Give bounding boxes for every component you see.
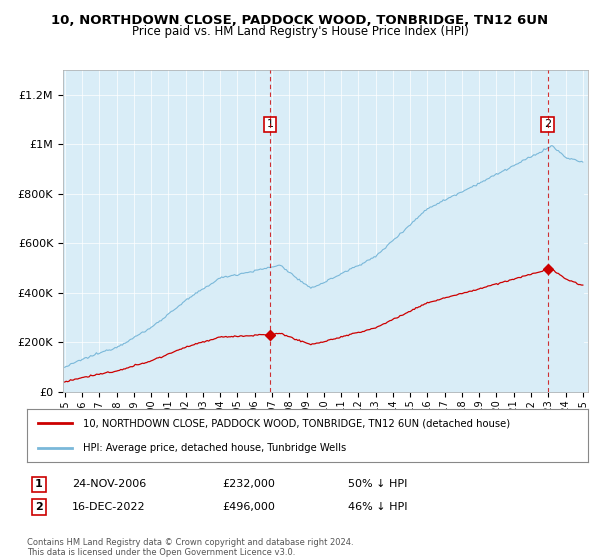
Text: 2: 2 — [35, 502, 43, 512]
Text: 1: 1 — [266, 119, 274, 129]
Text: 46% ↓ HPI: 46% ↓ HPI — [348, 502, 407, 512]
Text: 16-DEC-2022: 16-DEC-2022 — [72, 502, 146, 512]
Text: 2: 2 — [544, 119, 551, 129]
Text: 10, NORTHDOWN CLOSE, PADDOCK WOOD, TONBRIDGE, TN12 6UN (detached house): 10, NORTHDOWN CLOSE, PADDOCK WOOD, TONBR… — [83, 418, 510, 428]
Text: £232,000: £232,000 — [222, 479, 275, 489]
Text: £496,000: £496,000 — [222, 502, 275, 512]
Text: Price paid vs. HM Land Registry's House Price Index (HPI): Price paid vs. HM Land Registry's House … — [131, 25, 469, 38]
Text: 24-NOV-2006: 24-NOV-2006 — [72, 479, 146, 489]
Text: 10, NORTHDOWN CLOSE, PADDOCK WOOD, TONBRIDGE, TN12 6UN: 10, NORTHDOWN CLOSE, PADDOCK WOOD, TONBR… — [52, 14, 548, 27]
Text: 1: 1 — [35, 479, 43, 489]
Text: 50% ↓ HPI: 50% ↓ HPI — [348, 479, 407, 489]
Text: Contains HM Land Registry data © Crown copyright and database right 2024.
This d: Contains HM Land Registry data © Crown c… — [27, 538, 353, 557]
Text: HPI: Average price, detached house, Tunbridge Wells: HPI: Average price, detached house, Tunb… — [83, 442, 346, 452]
